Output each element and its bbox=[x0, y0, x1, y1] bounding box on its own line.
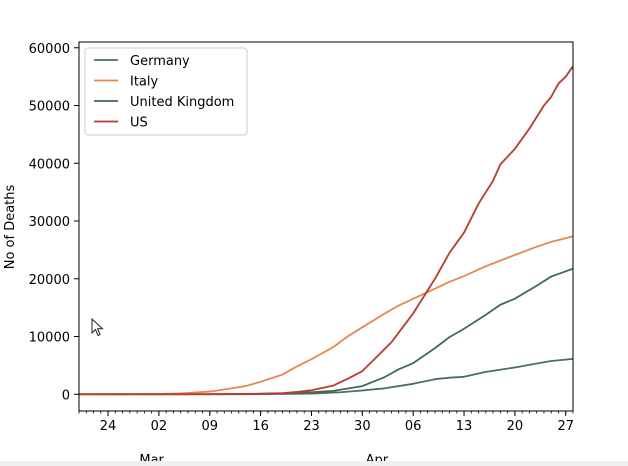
series-line-us bbox=[79, 65, 573, 396]
series-line-germany bbox=[79, 357, 573, 396]
legend-label: Italy bbox=[130, 75, 159, 90]
y-tick-label: 30000 bbox=[29, 215, 70, 230]
series-line-united-kingdom bbox=[79, 267, 573, 396]
legend-label: US bbox=[130, 116, 148, 131]
x-tick-label: 30 bbox=[354, 419, 371, 434]
series-line-italy bbox=[79, 235, 573, 396]
x-tick-label: 27 bbox=[557, 419, 574, 434]
y-tick-label: 20000 bbox=[29, 273, 70, 288]
x-tick-label: 02 bbox=[151, 419, 168, 434]
mouse-pointer-icon bbox=[91, 318, 104, 337]
x-tick-label: 20 bbox=[507, 419, 524, 434]
legend-label: United Kingdom bbox=[130, 95, 234, 110]
legend-box bbox=[84, 47, 248, 136]
y-tick-label: 40000 bbox=[29, 157, 70, 172]
legend-label: Germany bbox=[130, 54, 190, 69]
y-tick-label: 0 bbox=[62, 388, 70, 403]
y-axis-title: No of Deaths bbox=[3, 184, 18, 269]
bottom-scroll-strip bbox=[0, 461, 628, 466]
x-tick-label: 23 bbox=[303, 419, 320, 434]
x-tick-label: 06 bbox=[405, 419, 422, 434]
x-tick-label: 16 bbox=[252, 419, 269, 434]
x-tick-label: 09 bbox=[201, 419, 218, 434]
y-tick-label: 60000 bbox=[29, 42, 70, 57]
x-tick-label: 13 bbox=[456, 419, 473, 434]
x-tick-label: 24 bbox=[100, 419, 117, 434]
y-tick-label: 50000 bbox=[29, 100, 70, 115]
y-tick-label: 10000 bbox=[29, 331, 70, 346]
